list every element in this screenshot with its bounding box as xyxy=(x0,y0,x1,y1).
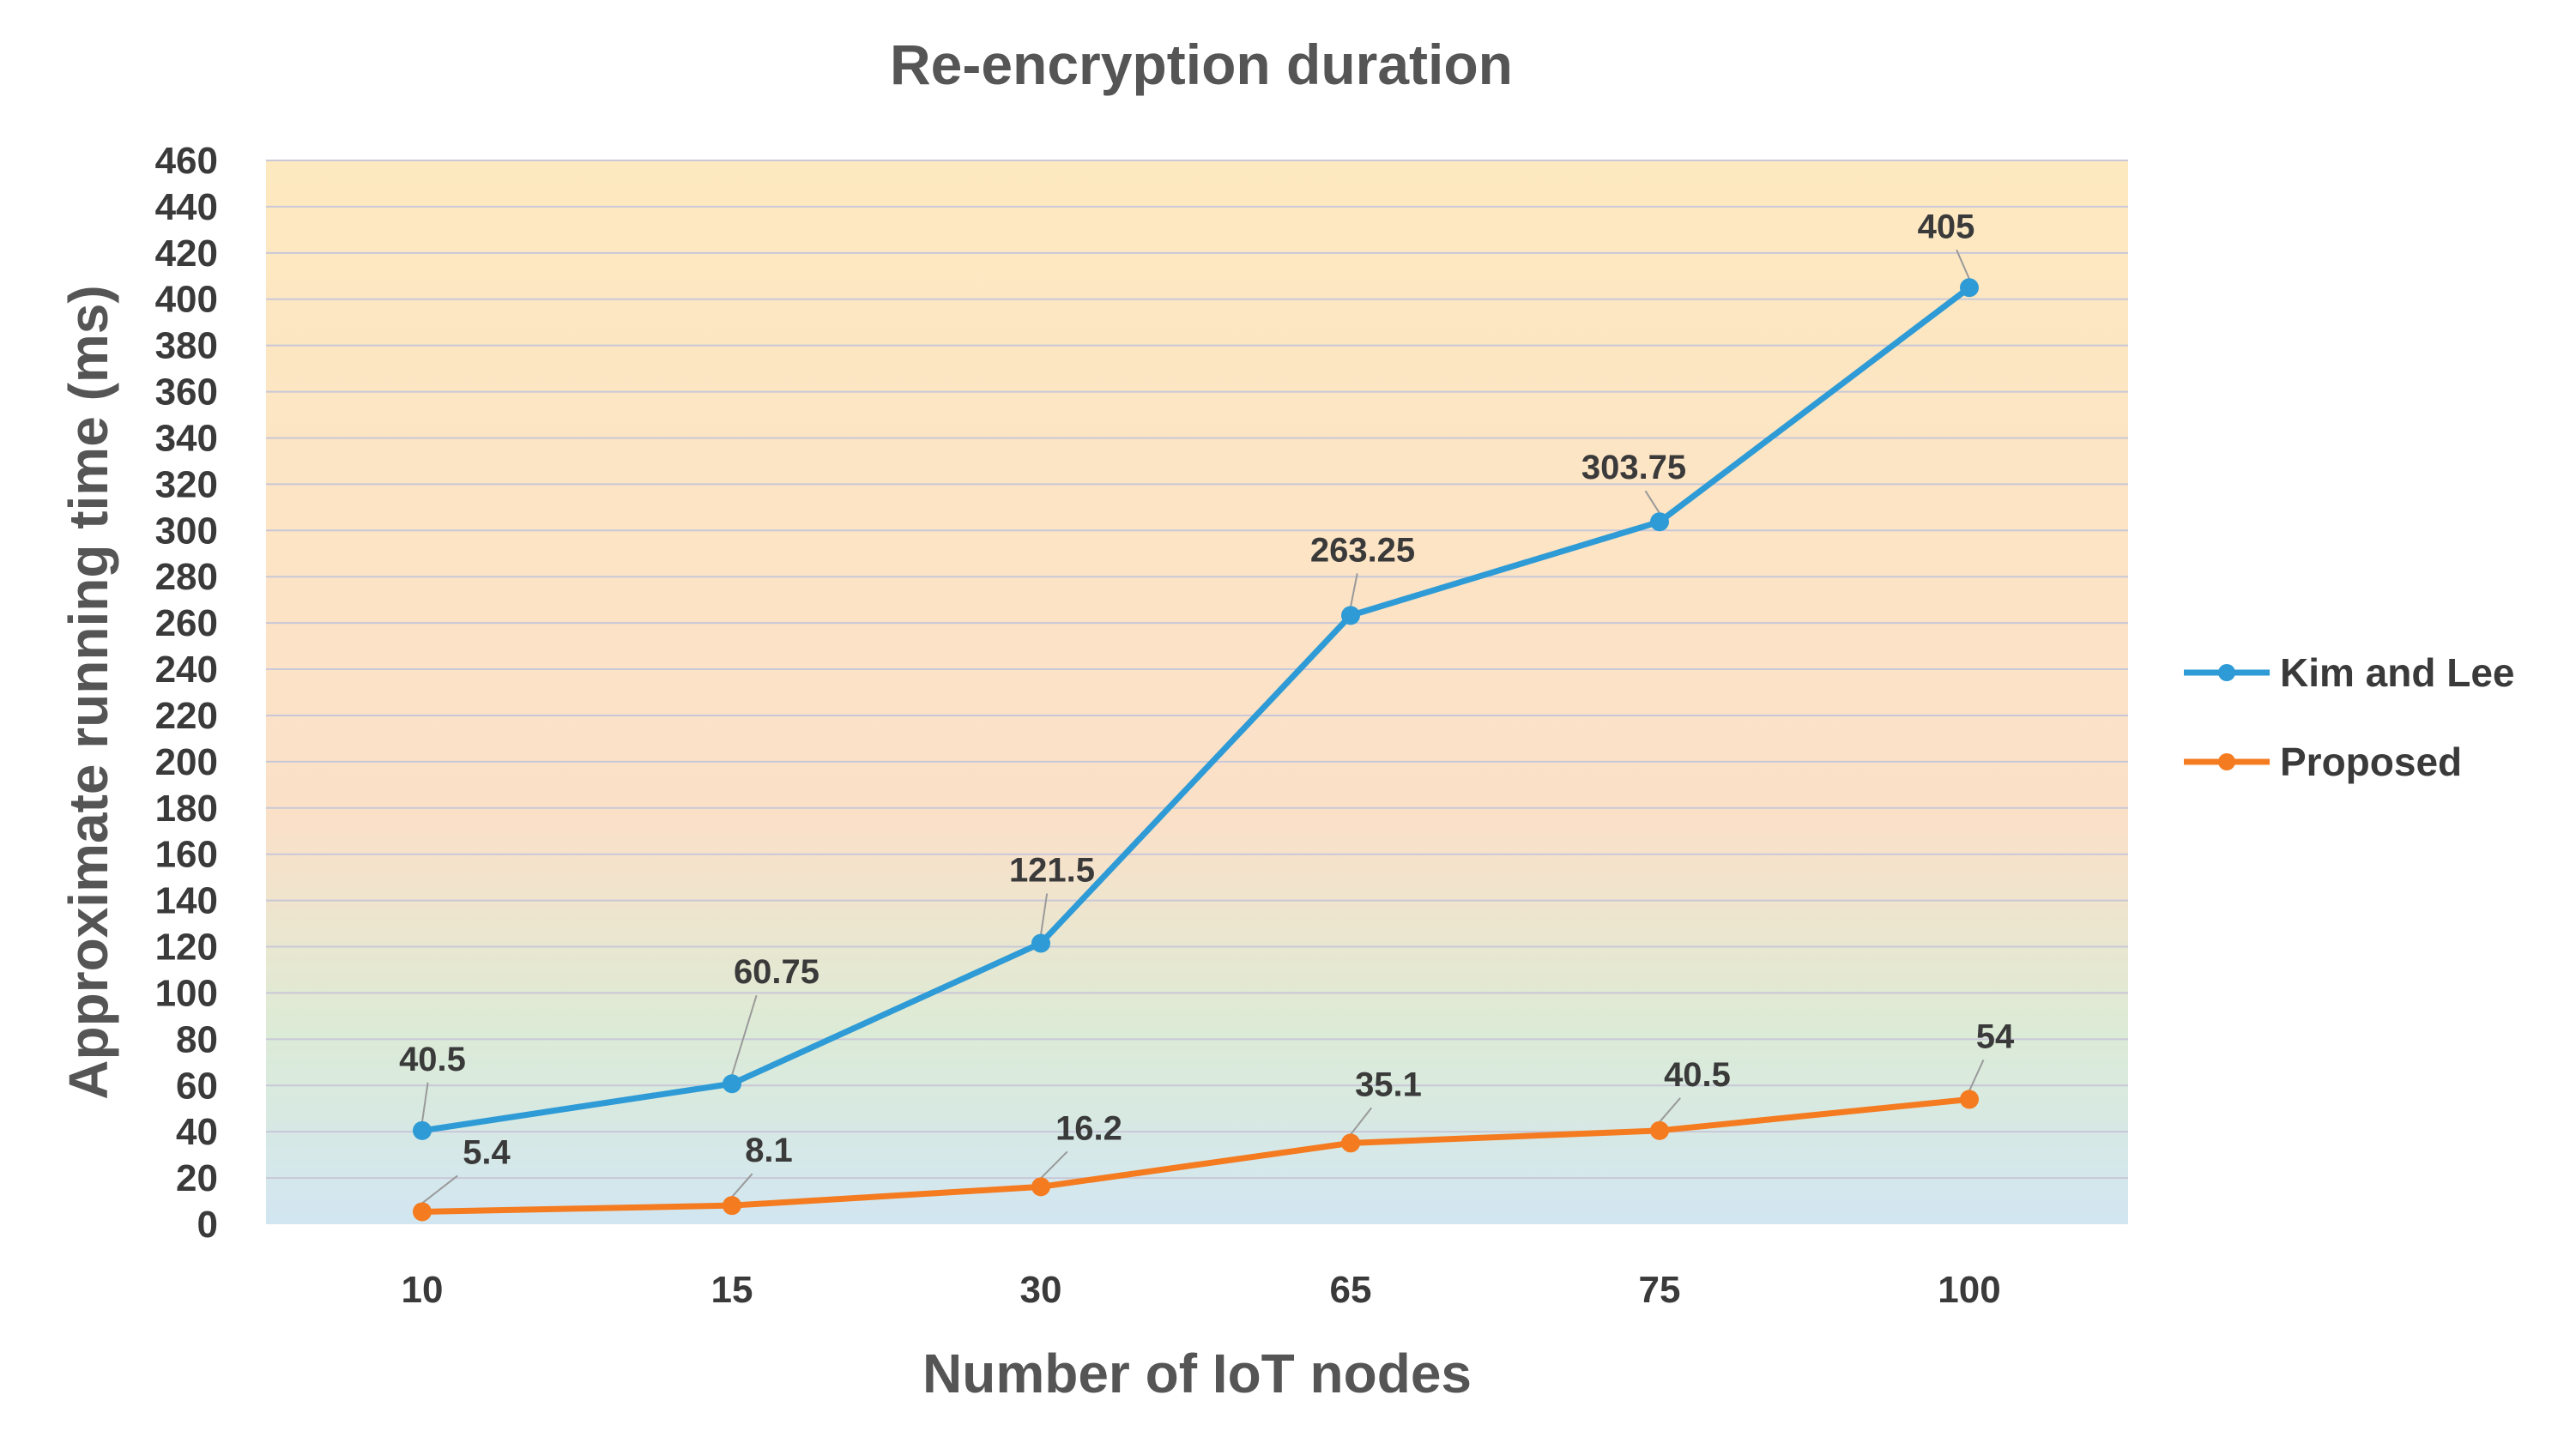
data-label-proposed: 5.4 xyxy=(463,1133,511,1171)
data-point-kim-and-lee xyxy=(1650,512,1669,532)
data-point-kim-and-lee xyxy=(1960,278,1979,298)
data-label-leader xyxy=(421,1174,458,1205)
y-tick-label: 340 xyxy=(155,417,218,459)
y-tick-label: 220 xyxy=(155,695,218,737)
data-label-leader xyxy=(1644,490,1660,514)
y-tick-label: 380 xyxy=(155,325,218,367)
data-label-leader xyxy=(421,1082,429,1122)
y-tick-label: 0 xyxy=(197,1204,218,1246)
y-tick-label: 300 xyxy=(155,510,218,552)
y-tick-label: 180 xyxy=(155,788,218,830)
data-label-leader xyxy=(1350,1107,1372,1135)
gridlines xyxy=(266,160,2128,1180)
y-tick-label: 240 xyxy=(155,649,218,691)
data-point-proposed xyxy=(1031,1177,1050,1197)
series-kim-and-lee: 40.5 60.75 121.5 263.25 303.75 405 xyxy=(399,208,1979,1140)
x-axis-title: Number of IoT nodes xyxy=(922,1343,1472,1404)
legend-marker-proposed xyxy=(2218,753,2235,770)
data-label-kim-and-lee: 405 xyxy=(1918,208,1975,245)
y-tick-label: 60 xyxy=(176,1065,218,1107)
x-tick-label: 10 xyxy=(402,1269,444,1311)
data-label-proposed: 40.5 xyxy=(1664,1056,1731,1094)
series-layer: 40.5 60.75 121.5 263.25 303.75 405 5.4 8.1 16.2 3… xyxy=(399,208,2015,1222)
series-proposed: 5.4 8.1 16.2 35.1 40.5 54 xyxy=(413,1017,2015,1222)
data-label-leader xyxy=(1659,1097,1681,1123)
data-point-proposed xyxy=(1341,1133,1360,1153)
y-tick-label: 100 xyxy=(155,972,218,1014)
y-tick-label: 440 xyxy=(155,186,218,228)
y-tick-label: 400 xyxy=(155,279,218,321)
data-label-kim-and-lee: 121.5 xyxy=(1009,851,1095,889)
y-tick-label: 200 xyxy=(155,741,218,783)
y-tick-label: 360 xyxy=(155,371,218,414)
y-tick-label: 260 xyxy=(155,602,218,644)
data-label-kim-and-lee: 303.75 xyxy=(1581,449,1686,486)
data-label-leader xyxy=(1040,893,1049,935)
y-tick-label: 20 xyxy=(176,1157,218,1199)
y-tick-label: 320 xyxy=(155,463,218,505)
legend-label-kim-and-lee: Kim and Lee xyxy=(2280,650,2515,695)
data-label-proposed: 54 xyxy=(1976,1017,2015,1055)
y-axis-title: Approximate running time (ms) xyxy=(57,285,119,1099)
x-tick-label: 100 xyxy=(1938,1269,2000,1311)
y-tick-label: 140 xyxy=(155,880,218,922)
y-tick-label: 460 xyxy=(155,140,218,182)
y-tick-label: 40 xyxy=(176,1111,218,1153)
x-tick-label: 15 xyxy=(711,1269,753,1311)
series-line-proposed xyxy=(419,1096,1973,1215)
legend-label-proposed: Proposed xyxy=(2280,740,2462,784)
data-label-proposed: 8.1 xyxy=(745,1132,793,1169)
legend: Kim and Lee Proposed xyxy=(2184,650,2515,784)
y-tick-label: 80 xyxy=(176,1018,218,1060)
data-point-proposed xyxy=(413,1202,432,1222)
data-point-kim-and-lee xyxy=(723,1074,741,1094)
x-tick-label: 30 xyxy=(1020,1269,1062,1311)
plot-area xyxy=(266,160,2128,1224)
data-label-proposed: 35.1 xyxy=(1355,1066,1422,1103)
data-label-leader xyxy=(731,1173,753,1198)
chart-title: Re-encryption duration xyxy=(890,33,1513,96)
data-label-proposed: 16.2 xyxy=(1055,1109,1122,1147)
y-tick-label: 160 xyxy=(155,834,218,876)
y-tick-label: 280 xyxy=(155,556,218,598)
data-label-leader xyxy=(731,994,758,1076)
y-tick-label: 420 xyxy=(155,232,218,275)
legend-item-kim-and-lee: Kim and Lee xyxy=(2184,650,2515,695)
x-tick-label: 65 xyxy=(1330,1269,1372,1311)
legend-marker-kim-and-lee xyxy=(2218,664,2235,681)
data-label-kim-and-lee: 60.75 xyxy=(734,953,819,991)
legend-item-proposed: Proposed xyxy=(2184,740,2462,784)
data-label-leader xyxy=(1956,249,1970,280)
data-label-kim-and-lee: 263.25 xyxy=(1310,531,1415,569)
data-label-kim-and-lee: 40.5 xyxy=(399,1041,466,1078)
data-label-leader xyxy=(1968,1060,1985,1091)
data-label-leader xyxy=(1040,1150,1068,1180)
series-line-kim-and-lee xyxy=(419,284,1973,1134)
data-point-proposed xyxy=(723,1196,741,1216)
y-tick-label: 120 xyxy=(155,927,218,969)
x-tick-label: 75 xyxy=(1639,1269,1681,1311)
x-axis-ticks: 10 15 30 65 75 100 xyxy=(402,1269,2001,1311)
data-point-proposed xyxy=(1650,1120,1669,1140)
data-point-kim-and-lee xyxy=(1341,606,1360,625)
data-point-kim-and-lee xyxy=(1031,933,1050,953)
data-label-leader xyxy=(1350,573,1358,607)
data-point-proposed xyxy=(1960,1090,1979,1109)
y-axis-ticks: 0204060801001201401601802002202402602803… xyxy=(155,140,218,1246)
data-point-kim-and-lee xyxy=(413,1120,432,1140)
